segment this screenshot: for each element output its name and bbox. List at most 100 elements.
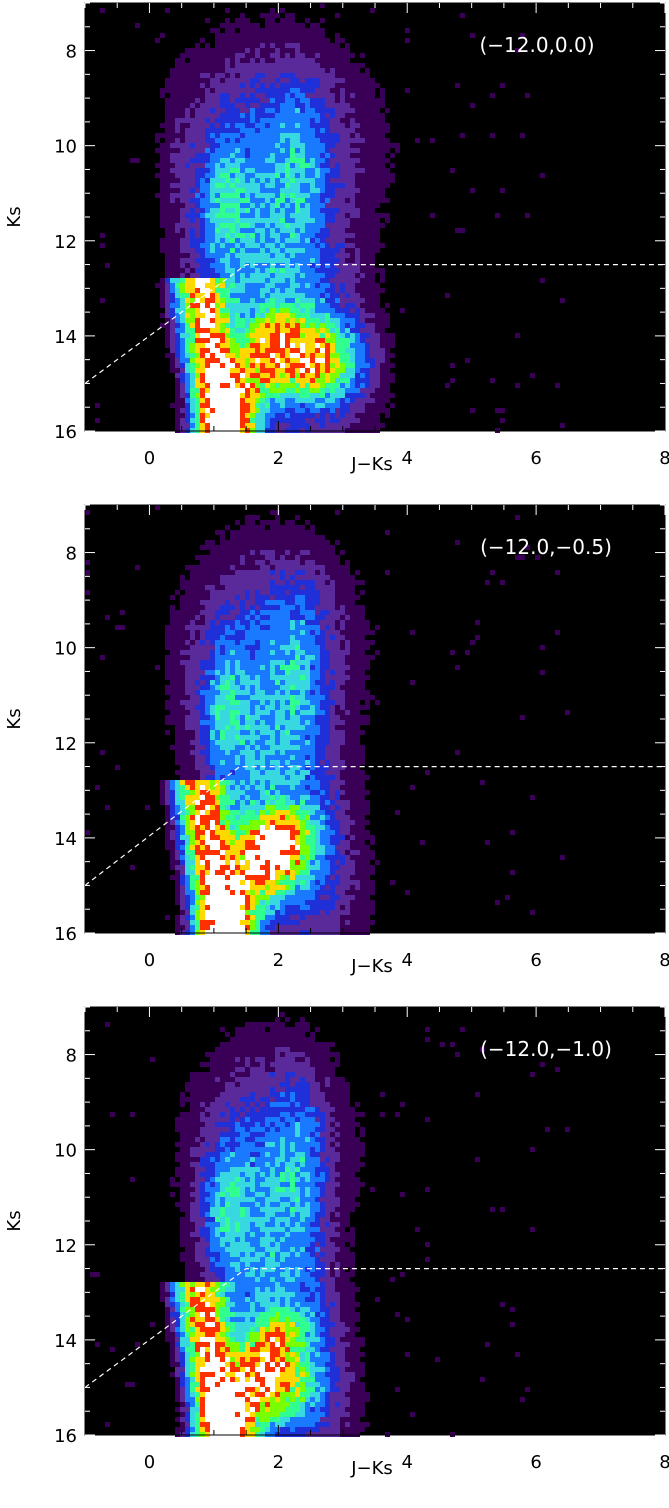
density-cell <box>325 118 330 123</box>
density-cell <box>330 218 335 223</box>
density-cell <box>205 143 210 148</box>
density-cell <box>185 585 190 590</box>
density-cell <box>330 58 335 63</box>
density-cell <box>355 83 360 88</box>
density-cell <box>190 103 195 108</box>
density-cell <box>200 695 205 700</box>
density-cell <box>290 565 295 570</box>
density-cell <box>300 373 305 378</box>
density-cell <box>310 68 315 73</box>
density-cell <box>250 515 255 520</box>
density-cell <box>335 510 340 515</box>
density-cell <box>170 328 175 333</box>
density-cell <box>165 133 170 138</box>
density-cell <box>210 263 215 268</box>
density-cell <box>290 323 295 328</box>
density-cell <box>355 68 360 73</box>
density-cell <box>190 388 195 393</box>
density-cell <box>285 288 290 293</box>
density-cell <box>240 123 245 128</box>
density-cell <box>320 43 325 48</box>
density-cell <box>260 313 265 318</box>
density-cell <box>275 108 280 113</box>
density-cell <box>255 665 260 670</box>
density-cell <box>310 263 315 268</box>
density-cell <box>230 168 235 173</box>
density-cell <box>335 388 340 393</box>
density-cell <box>220 98 225 103</box>
density-cell <box>200 318 205 323</box>
density-cell <box>245 413 250 418</box>
density-cell <box>260 393 265 398</box>
density-cell <box>300 660 305 665</box>
density-cell <box>340 283 345 288</box>
density-cell <box>170 248 175 253</box>
density-cell <box>320 68 325 73</box>
density-cell <box>255 333 260 338</box>
density-cell <box>225 228 230 233</box>
density-cell <box>225 670 230 675</box>
density-cell <box>100 655 105 660</box>
density-cell <box>380 128 385 133</box>
density-cell <box>215 63 220 68</box>
density-cell <box>345 338 350 343</box>
density-cell <box>290 393 295 398</box>
density-cell <box>285 535 290 540</box>
density-cell <box>240 233 245 238</box>
density-cell <box>170 163 175 168</box>
density-cell <box>260 273 265 278</box>
density-cell <box>290 223 295 228</box>
density-cell <box>355 353 360 358</box>
density-cell <box>255 515 260 520</box>
density-cell <box>200 680 205 685</box>
density-cell <box>330 253 335 258</box>
density-cell <box>355 388 360 393</box>
density-cell <box>280 243 285 248</box>
density-cell <box>380 138 385 143</box>
density-cell <box>165 635 170 640</box>
density-cell <box>320 685 325 690</box>
density-cell <box>270 158 275 163</box>
density-cell <box>280 700 285 705</box>
density-cell <box>210 690 215 695</box>
density-cell <box>285 575 290 580</box>
density-cell <box>210 153 215 158</box>
density-cell <box>185 358 190 363</box>
density-cell <box>205 680 210 685</box>
density-cell <box>240 28 245 33</box>
density-cell <box>260 108 265 113</box>
density-cell <box>280 418 285 423</box>
density-cell <box>330 388 335 393</box>
density-cell <box>260 153 265 158</box>
density-cell <box>335 48 340 53</box>
density-cell <box>310 645 315 650</box>
density-cell <box>290 113 295 118</box>
density-cell <box>220 248 225 253</box>
density-cell <box>175 243 180 248</box>
density-cell <box>275 560 280 565</box>
density-cell <box>305 263 310 268</box>
density-cell <box>225 163 230 168</box>
density-cell <box>215 605 220 610</box>
density-cell <box>325 670 330 675</box>
density-cell <box>200 675 205 680</box>
density-cell <box>185 670 190 675</box>
density-cell <box>230 640 235 645</box>
y-tick-label: 8 <box>66 42 77 63</box>
density-cell <box>275 283 280 288</box>
density-cell <box>180 353 185 358</box>
density-cell <box>270 308 275 313</box>
density-cell <box>190 690 195 695</box>
density-cell <box>280 148 285 153</box>
density-cell <box>170 645 175 650</box>
density-cell <box>265 108 270 113</box>
density-cell <box>195 268 200 273</box>
density-cell <box>295 368 300 373</box>
density-cell <box>350 243 355 248</box>
density-cell <box>340 203 345 208</box>
density-cell <box>250 545 255 550</box>
density-cell <box>320 418 325 423</box>
density-cell <box>320 158 325 163</box>
density-cell <box>285 393 290 398</box>
density-cell <box>350 293 355 298</box>
